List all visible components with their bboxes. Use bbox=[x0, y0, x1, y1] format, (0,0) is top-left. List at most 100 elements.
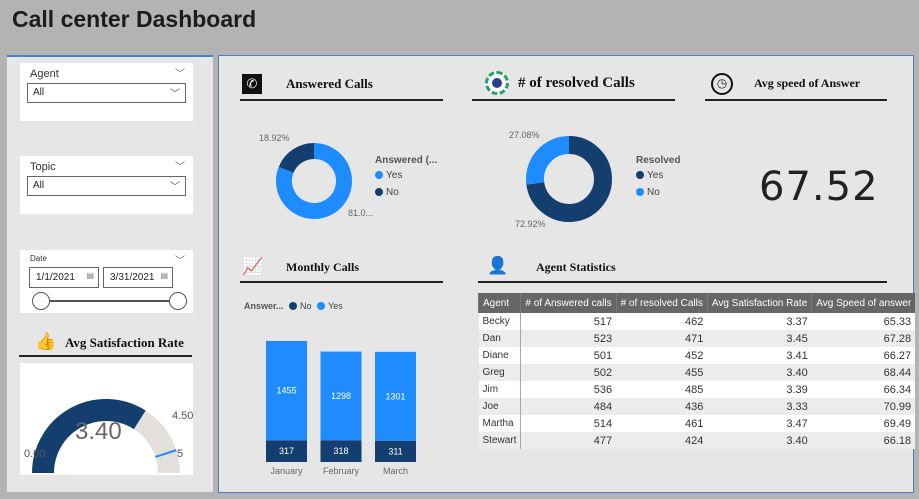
table-cell: 3.40 bbox=[707, 364, 812, 381]
legend-item-no[interactable]: No bbox=[286, 301, 312, 311]
table-cell: 484 bbox=[520, 398, 617, 415]
chevron-down-icon[interactable]: ﹀ bbox=[175, 256, 185, 267]
line-chart-icon: 📈 bbox=[242, 257, 264, 276]
chevron-down-icon[interactable]: ﹀ bbox=[175, 69, 185, 80]
satisfaction-title: Avg Satisfaction Rate bbox=[65, 335, 184, 350]
resolved-legend: Resolved Yes No bbox=[636, 155, 680, 198]
topic-value: All bbox=[33, 180, 45, 191]
calendar-icon[interactable]: ▤ bbox=[160, 271, 168, 280]
table-cell: Greg bbox=[478, 364, 522, 381]
table-cell: 477 bbox=[520, 432, 617, 449]
answered-title: Answered Calls bbox=[286, 76, 373, 91]
start-date: 1/1/2021 bbox=[36, 272, 75, 283]
x-tick-label: January bbox=[270, 466, 303, 476]
bar-no[interactable] bbox=[266, 440, 307, 462]
monthly-legend: Answer... No Yes bbox=[244, 301, 343, 311]
table-cell: 452 bbox=[616, 347, 708, 364]
table-cell: 69.49 bbox=[811, 415, 916, 432]
table-cell: 3.47 bbox=[707, 415, 812, 432]
gauge-min: 0.00 bbox=[24, 448, 46, 460]
agent-value: All bbox=[33, 87, 45, 98]
table-cell: 517 bbox=[520, 313, 617, 330]
resolved-no-label: 27.08% bbox=[509, 130, 540, 140]
satisfaction-gauge: 3.40 0.00 5 4.50 bbox=[20, 363, 193, 475]
table-cell: 436 bbox=[616, 398, 708, 415]
bar-yes[interactable] bbox=[375, 351, 416, 441]
table-cell: 3.37 bbox=[707, 313, 812, 330]
end-date: 3/31/2021 bbox=[110, 272, 155, 283]
speed-title: Avg speed of Answer bbox=[754, 76, 861, 90]
clock-icon: ◷ bbox=[711, 73, 733, 95]
gear-check-icon bbox=[485, 71, 509, 95]
column-header[interactable]: Avg Satisfaction Rate bbox=[706, 293, 812, 313]
table-cell: 3.45 bbox=[707, 330, 812, 347]
thumbs-up-icon: 👍 bbox=[35, 332, 57, 351]
divider bbox=[478, 281, 887, 283]
bar-data-label: 318 bbox=[333, 446, 348, 456]
table-cell: 461 bbox=[616, 415, 708, 432]
table-cell: 502 bbox=[520, 364, 617, 381]
agent-stats-table: Agent # of Answered calls # of resolved Ca… bbox=[477, 293, 916, 449]
end-date-input[interactable]: 3/31/2021 ▤ bbox=[103, 267, 173, 288]
divider bbox=[472, 99, 675, 101]
legend-item-yes[interactable]: Yes bbox=[375, 170, 437, 181]
answered-yes-label: 81.0... bbox=[348, 208, 374, 218]
agent-dropdown[interactable]: All ﹀ bbox=[27, 83, 186, 103]
agent-stats-title: Agent Statistics bbox=[536, 260, 616, 274]
divider bbox=[705, 99, 887, 101]
table-cell: 424 bbox=[616, 432, 708, 449]
divider bbox=[19, 355, 192, 357]
column-header[interactable]: Agent bbox=[477, 293, 521, 313]
bar-no[interactable] bbox=[320, 440, 362, 462]
start-slider-handle[interactable] bbox=[32, 292, 50, 310]
bar-data-label: 1455 bbox=[276, 386, 296, 396]
topic-label: Topic bbox=[30, 161, 56, 173]
legend-item-no[interactable]: No bbox=[375, 187, 437, 198]
bar-data-label: 1298 bbox=[331, 391, 351, 401]
donut-slice-no[interactable] bbox=[278, 143, 315, 174]
table-cell: 68.44 bbox=[811, 364, 916, 381]
divider bbox=[240, 99, 443, 101]
table-row: Stewart 477 424 3.40 66.18 bbox=[478, 432, 916, 449]
table-row: Joe 484 436 3.33 70.99 bbox=[478, 398, 916, 415]
legend-item-yes[interactable]: Yes bbox=[314, 301, 343, 311]
donut-slice-no[interactable] bbox=[526, 136, 570, 185]
table-cell: 3.39 bbox=[707, 381, 812, 398]
legend-item-yes[interactable]: Yes bbox=[636, 170, 680, 181]
table-cell: 3.40 bbox=[707, 432, 812, 449]
table-cell: 3.33 bbox=[707, 398, 812, 415]
page-title: Call center Dashboard bbox=[12, 6, 257, 32]
calendar-icon[interactable]: ▤ bbox=[86, 271, 94, 280]
column-header[interactable]: # of resolved Calls bbox=[615, 293, 708, 313]
answered-donut bbox=[276, 143, 352, 219]
gauge-target: 4.50 bbox=[172, 410, 194, 422]
bar-no[interactable] bbox=[375, 440, 416, 462]
chevron-down-icon: ﹀ bbox=[170, 182, 180, 193]
table-cell: Martha bbox=[478, 415, 522, 432]
gauge-svg bbox=[32, 399, 180, 474]
bar-data-label: 1301 bbox=[385, 391, 405, 401]
column-header[interactable]: # of Answered calls bbox=[520, 293, 617, 313]
donut-slice-yes[interactable] bbox=[276, 143, 352, 219]
end-slider-handle[interactable] bbox=[169, 292, 187, 310]
donut-slice-yes[interactable] bbox=[526, 136, 612, 222]
table-cell: 66.34 bbox=[811, 381, 916, 398]
topic-dropdown[interactable]: All ﹀ bbox=[27, 176, 186, 196]
date-range-track bbox=[40, 300, 178, 302]
date-label: Date bbox=[30, 254, 47, 263]
chevron-down-icon[interactable]: ﹀ bbox=[175, 162, 185, 173]
bar-yes[interactable] bbox=[320, 351, 362, 441]
x-tick-label: March bbox=[383, 466, 408, 476]
table-row: Becky 517 462 3.37 65.33 bbox=[478, 313, 916, 330]
legend-item-no[interactable]: No bbox=[636, 187, 680, 198]
legend-title: Answer... bbox=[244, 301, 284, 311]
topic-slicer: Topic ﹀ All ﹀ bbox=[20, 156, 193, 214]
table-cell: Joe bbox=[478, 398, 522, 415]
agent-icon: 👤 bbox=[487, 256, 509, 275]
column-header[interactable]: Avg Speed of answer bbox=[811, 293, 916, 313]
table-cell: 462 bbox=[616, 313, 708, 330]
bar-yes[interactable] bbox=[266, 340, 307, 441]
resolved-title: # of resolved Calls bbox=[518, 75, 635, 91]
start-date-input[interactable]: 1/1/2021 ▤ bbox=[29, 267, 99, 288]
table-cell: 485 bbox=[616, 381, 708, 398]
